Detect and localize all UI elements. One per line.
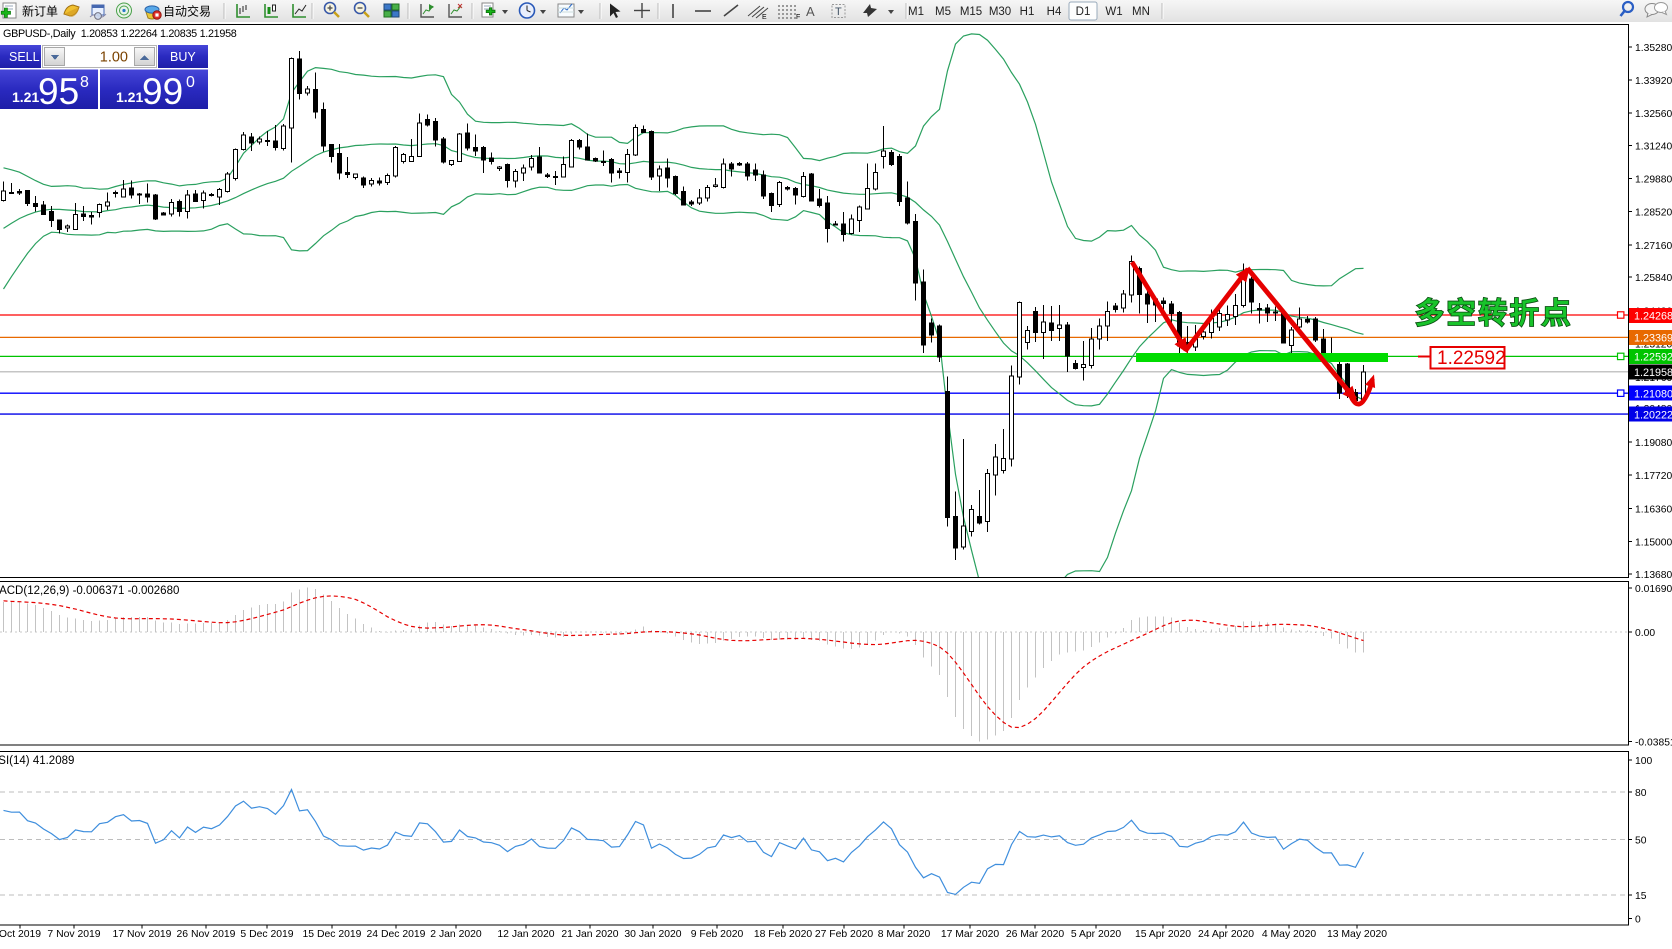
- svg-text:新订单: 新订单: [22, 4, 58, 19]
- svg-text:1.21: 1.21: [116, 89, 143, 105]
- svg-text:M5: M5: [935, 6, 951, 18]
- svg-text:13 May 2020: 13 May 2020: [1327, 929, 1387, 940]
- svg-text:0.00: 0.00: [1635, 628, 1655, 639]
- svg-text:21 Jan 2020: 21 Jan 2020: [561, 929, 618, 940]
- svg-text:7 Nov 2019: 7 Nov 2019: [47, 929, 100, 940]
- svg-text:Oct 2019: Oct 2019: [0, 929, 41, 940]
- svg-text:1.35280: 1.35280: [1635, 43, 1672, 54]
- svg-text:自动交易: 自动交易: [163, 4, 211, 19]
- svg-text:17 Mar 2020: 17 Mar 2020: [941, 929, 1000, 940]
- svg-text:15 Dec 2019: 15 Dec 2019: [303, 929, 362, 940]
- svg-text:1.19080: 1.19080: [1635, 438, 1672, 449]
- svg-text:1.00: 1.00: [100, 50, 128, 66]
- svg-text:多空转折点: 多空转折点: [1415, 296, 1573, 330]
- svg-text:E: E: [762, 14, 767, 21]
- svg-text:9 Feb 2020: 9 Feb 2020: [691, 929, 744, 940]
- svg-text:1.23120: 1.23120: [1635, 340, 1672, 351]
- svg-text:W1: W1: [1105, 6, 1122, 18]
- svg-text:0.016908: 0.016908: [1635, 584, 1672, 595]
- svg-text:D1: D1: [1076, 6, 1091, 18]
- svg-text:8: 8: [80, 74, 89, 91]
- svg-text:95: 95: [38, 71, 79, 112]
- svg-text:26 Nov 2019: 26 Nov 2019: [177, 929, 236, 940]
- svg-text:0: 0: [186, 74, 195, 91]
- svg-text:T: T: [835, 6, 842, 18]
- svg-text:1.13680: 1.13680: [1635, 570, 1672, 581]
- svg-text:H4: H4: [1047, 6, 1062, 18]
- svg-text:1.15000: 1.15000: [1635, 538, 1672, 549]
- svg-text:1.32560: 1.32560: [1635, 109, 1672, 120]
- svg-text:80: 80: [1635, 788, 1647, 799]
- svg-text:24 Dec 2019: 24 Dec 2019: [367, 929, 426, 940]
- svg-text:1.16360: 1.16360: [1635, 504, 1672, 515]
- svg-text:8 Mar 2020: 8 Mar 2020: [878, 929, 931, 940]
- svg-text:1.21958: 1.21958: [1634, 367, 1672, 379]
- svg-text:MN: MN: [1132, 6, 1150, 18]
- svg-text:5 Dec 2019: 5 Dec 2019: [240, 929, 293, 940]
- svg-text:A: A: [806, 4, 815, 19]
- svg-text:27 Feb 2020: 27 Feb 2020: [815, 929, 874, 940]
- svg-text:1.29880: 1.29880: [1635, 175, 1672, 186]
- svg-text:M30: M30: [989, 6, 1011, 18]
- svg-text:50: 50: [1635, 835, 1647, 846]
- svg-text:1.23369: 1.23369: [1634, 333, 1672, 345]
- svg-text:M1: M1: [908, 6, 924, 18]
- svg-text:1.33920: 1.33920: [1635, 76, 1672, 87]
- svg-text:12 Jan 2020: 12 Jan 2020: [497, 929, 554, 940]
- svg-text:SELL: SELL: [9, 50, 40, 64]
- svg-text:1.20222: 1.20222: [1634, 409, 1672, 421]
- svg-text:BUY: BUY: [170, 50, 196, 64]
- svg-text:1.17720: 1.17720: [1635, 471, 1672, 482]
- svg-text:1.31240: 1.31240: [1635, 141, 1672, 152]
- svg-text:-0.038515: -0.038515: [1635, 737, 1672, 748]
- svg-text:H1: H1: [1020, 6, 1035, 18]
- svg-text:GBPUSD-,Daily 1.20853 1.22264: GBPUSD-,Daily 1.20853 1.22264 1.20835 1.…: [3, 28, 237, 40]
- svg-text:1.21: 1.21: [12, 89, 39, 105]
- svg-text:1.25840: 1.25840: [1635, 273, 1672, 284]
- svg-text:F: F: [796, 14, 800, 21]
- svg-text:26 Mar 2020: 26 Mar 2020: [1006, 929, 1065, 940]
- svg-text:RSI(14) 41.2089: RSI(14) 41.2089: [0, 755, 74, 767]
- svg-text:1.27160: 1.27160: [1635, 241, 1672, 252]
- svg-text:1.22592: 1.22592: [1437, 348, 1506, 369]
- svg-text:18 Feb 2020: 18 Feb 2020: [754, 929, 813, 940]
- svg-text:15 Apr 2020: 15 Apr 2020: [1135, 929, 1191, 940]
- svg-text:MACD(12,26,9) -0.006371 -0.002: MACD(12,26,9) -0.006371 -0.002680: [0, 585, 179, 597]
- svg-text:1.28520: 1.28520: [1635, 208, 1672, 219]
- svg-text:1.24268: 1.24268: [1634, 311, 1672, 323]
- svg-text:4 May 2020: 4 May 2020: [1262, 929, 1317, 940]
- svg-text:2 Jan 2020: 2 Jan 2020: [430, 929, 482, 940]
- svg-text:5 Apr 2020: 5 Apr 2020: [1071, 929, 1121, 940]
- svg-text:M15: M15: [960, 6, 982, 18]
- svg-text:24 Apr 2020: 24 Apr 2020: [1198, 929, 1254, 940]
- svg-text:1.22592: 1.22592: [1634, 352, 1672, 364]
- svg-text:30 Jan 2020: 30 Jan 2020: [624, 929, 681, 940]
- svg-text:99: 99: [142, 71, 183, 112]
- svg-text:1.21080: 1.21080: [1634, 388, 1672, 400]
- svg-text:15: 15: [1635, 891, 1647, 902]
- svg-text:17 Nov 2019: 17 Nov 2019: [113, 929, 172, 940]
- svg-text:100: 100: [1635, 756, 1652, 767]
- svg-text:0: 0: [1635, 915, 1641, 926]
